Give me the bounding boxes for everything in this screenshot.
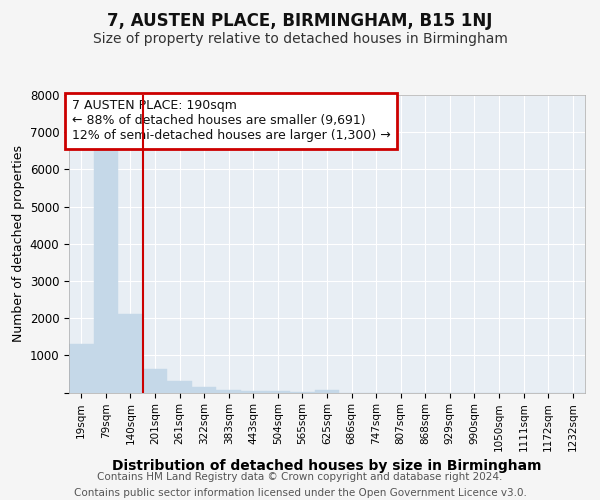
Text: 7, AUSTEN PLACE, BIRMINGHAM, B15 1NJ: 7, AUSTEN PLACE, BIRMINGHAM, B15 1NJ <box>107 12 493 30</box>
Bar <box>167 381 192 392</box>
Bar <box>315 390 339 392</box>
X-axis label: Distribution of detached houses by size in Birmingham: Distribution of detached houses by size … <box>112 460 542 473</box>
Bar <box>241 390 266 392</box>
Bar <box>118 314 143 392</box>
Bar <box>143 369 167 392</box>
Y-axis label: Number of detached properties: Number of detached properties <box>13 145 25 342</box>
Bar <box>217 390 241 392</box>
Text: Size of property relative to detached houses in Birmingham: Size of property relative to detached ho… <box>92 32 508 46</box>
Bar <box>192 387 217 392</box>
Bar <box>69 344 94 393</box>
Text: 7 AUSTEN PLACE: 190sqm
← 88% of detached houses are smaller (9,691)
12% of semi-: 7 AUSTEN PLACE: 190sqm ← 88% of detached… <box>71 100 391 142</box>
Bar <box>94 147 118 392</box>
Text: Contains HM Land Registry data © Crown copyright and database right 2024.: Contains HM Land Registry data © Crown c… <box>97 472 503 482</box>
Text: Contains public sector information licensed under the Open Government Licence v3: Contains public sector information licen… <box>74 488 526 498</box>
